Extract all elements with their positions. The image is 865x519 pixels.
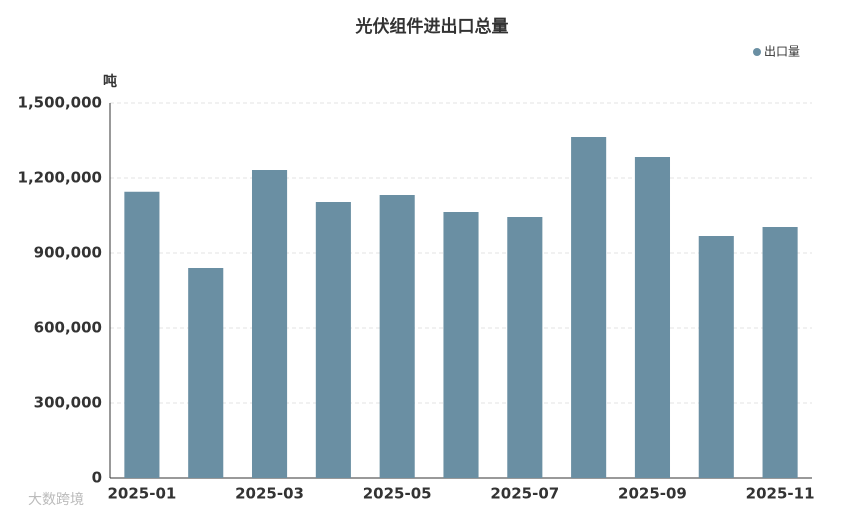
bar — [762, 227, 798, 478]
bar — [315, 202, 351, 478]
y-unit: 吨 — [103, 73, 117, 90]
y-tick-label: 900,000 — [34, 244, 102, 262]
bar — [634, 157, 671, 478]
chart-title: 光伏组件进出口总量 — [355, 16, 509, 37]
footer-logo: 大数跨境 — [28, 492, 84, 508]
x-tick-label: 2025-03 — [235, 485, 304, 503]
legend-marker — [753, 48, 761, 56]
x-tick-label: 2025-09 — [618, 485, 687, 503]
y-tick-label: 0 — [92, 469, 102, 487]
x-tick-label: 2025-11 — [746, 485, 815, 503]
bar — [251, 170, 288, 478]
bar — [698, 236, 734, 478]
bar — [124, 191, 160, 478]
y-tick-label: 300,000 — [34, 394, 102, 412]
x-tick-label: 2025-01 — [107, 485, 176, 503]
bar — [507, 217, 543, 478]
y-tick-label: 1,500,000 — [18, 94, 102, 112]
bar — [443, 212, 479, 478]
x-tick-label: 2025-07 — [490, 485, 559, 503]
y-tick-label: 1,200,000 — [18, 169, 102, 187]
bar — [571, 137, 607, 478]
x-tick-label: 2025-05 — [363, 485, 432, 503]
bar — [379, 195, 415, 478]
legend-label: 出口量 — [764, 45, 800, 59]
y-tick-label: 600,000 — [34, 319, 102, 337]
bar — [188, 268, 224, 478]
